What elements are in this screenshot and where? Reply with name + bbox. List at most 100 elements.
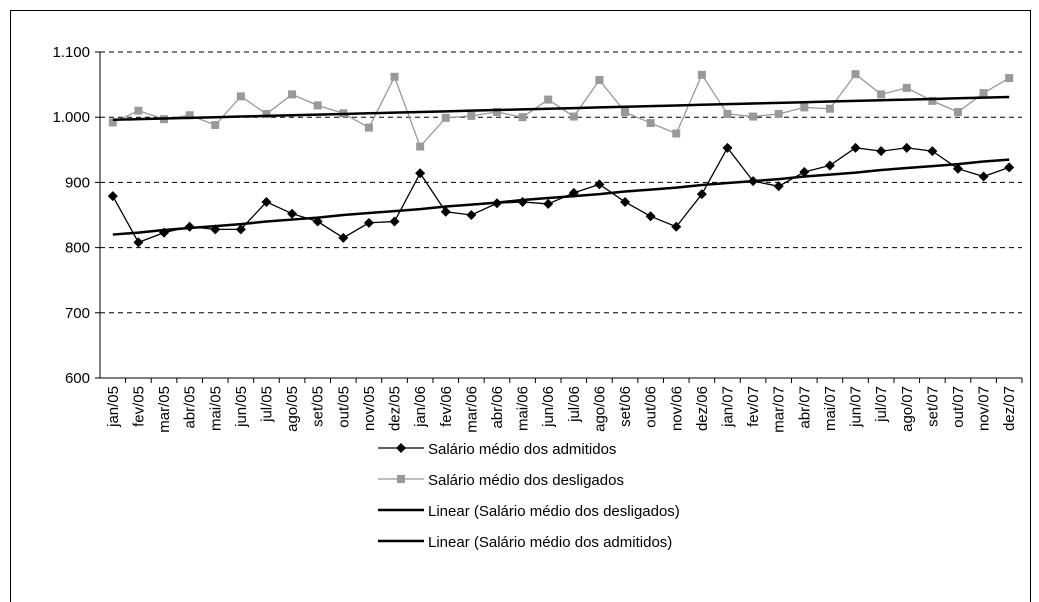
marker [697, 70, 706, 79]
marker [441, 113, 450, 122]
marker [595, 76, 604, 85]
marker [466, 210, 477, 220]
x-tick-label: set/05 [310, 386, 327, 427]
marker [876, 146, 887, 157]
marker [800, 103, 809, 112]
x-tick-label: set/07 [924, 386, 941, 427]
x-tick-label: ago/07 [899, 386, 916, 432]
marker [108, 118, 117, 127]
x-tick-label: fev/06 [438, 386, 455, 427]
marker [569, 112, 578, 121]
marker [338, 232, 349, 243]
trend-line [112, 95, 1010, 122]
marker [287, 208, 298, 219]
marker [953, 107, 962, 116]
series-line [112, 146, 1010, 244]
marker [440, 206, 451, 217]
marker [902, 83, 911, 92]
y-tick-label: 1.000 [52, 109, 90, 126]
marker [397, 475, 405, 483]
x-tick-label: mai/06 [515, 386, 532, 431]
marker [928, 96, 937, 105]
marker [825, 104, 834, 113]
marker [1004, 162, 1015, 173]
x-tick-label: mai/05 [207, 386, 224, 431]
legend-label: Linear (Salário médio dos admitidos) [428, 534, 672, 551]
y-tick-label: 700 [65, 305, 90, 322]
marker [621, 107, 630, 116]
marker [364, 123, 373, 132]
marker [901, 142, 912, 153]
marker [774, 109, 783, 118]
marker [646, 119, 655, 128]
marker [544, 95, 553, 104]
series-line [112, 73, 1010, 148]
x-tick-label: mar/07 [771, 386, 788, 433]
marker [236, 92, 245, 101]
x-tick-label: jul/06 [566, 386, 583, 423]
x-tick-label: out/05 [335, 386, 352, 428]
marker [620, 196, 631, 207]
y-tick-label: 600 [65, 370, 90, 387]
x-tick-label: abr/05 [182, 386, 199, 429]
x-tick-label: jun/06 [540, 386, 557, 428]
marker [851, 70, 860, 79]
marker [952, 163, 963, 174]
marker [594, 179, 605, 190]
y-tick-label: 800 [65, 240, 90, 257]
x-tick-label: out/07 [950, 386, 967, 428]
x-tick-label: out/06 [643, 386, 660, 428]
marker [672, 129, 681, 138]
x-tick-label: dez/07 [1001, 386, 1018, 431]
x-tick-label: set/06 [617, 386, 634, 427]
marker [1005, 74, 1014, 83]
legend-label: Salário médio dos admitidos [428, 441, 616, 458]
marker [850, 142, 861, 153]
marker [134, 106, 143, 115]
x-tick-label: ago/06 [591, 386, 608, 432]
marker [824, 160, 835, 171]
x-tick-label: fev/05 [130, 386, 147, 427]
marker [396, 443, 406, 453]
y-tick-label: 900 [65, 174, 90, 191]
marker [671, 221, 682, 232]
marker [979, 89, 988, 98]
marker [313, 101, 322, 110]
marker [517, 196, 528, 207]
x-tick-label: nov/07 [976, 386, 993, 431]
marker [133, 237, 144, 248]
x-tick-label: ago/05 [284, 386, 301, 432]
marker [363, 217, 374, 228]
marker [877, 90, 886, 99]
x-tick-label: nov/05 [361, 386, 378, 431]
marker [389, 216, 400, 227]
marker [211, 121, 220, 130]
x-tick-label: jul/05 [258, 386, 275, 423]
x-tick-label: fev/07 [745, 386, 762, 427]
marker [262, 109, 271, 118]
x-tick-label: jul/07 [873, 386, 890, 423]
marker [518, 113, 527, 122]
x-tick-label: mai/07 [822, 386, 839, 431]
x-tick-label: abr/07 [796, 386, 813, 429]
marker [416, 142, 425, 151]
marker [799, 166, 810, 177]
y-tick-label: 1.100 [52, 44, 90, 61]
marker [722, 142, 733, 153]
x-tick-label: mar/05 [156, 386, 173, 433]
marker [107, 191, 118, 202]
marker [543, 198, 554, 209]
trend-line [112, 158, 1010, 236]
x-tick-label: jan/05 [105, 386, 122, 428]
x-tick-label: nov/06 [668, 386, 685, 431]
marker [978, 171, 989, 182]
marker [749, 112, 758, 121]
x-tick-label: dez/05 [387, 386, 404, 431]
x-tick-label: jan/07 [719, 386, 736, 428]
chart-frame [10, 10, 1031, 602]
marker [492, 107, 501, 116]
marker [235, 224, 246, 235]
marker [261, 196, 272, 207]
marker [645, 211, 656, 222]
x-tick-label: mar/06 [463, 386, 480, 433]
